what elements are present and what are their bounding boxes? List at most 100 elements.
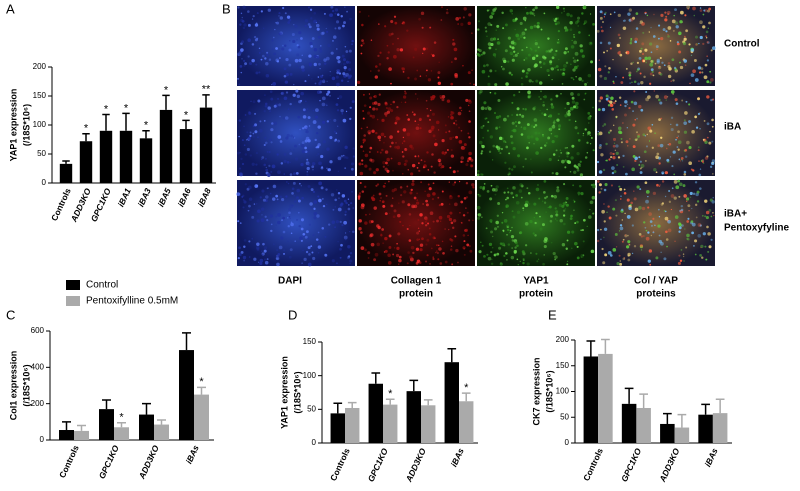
cell-speckle	[645, 199, 649, 204]
cell-speckle	[698, 173, 702, 177]
cell-speckle	[549, 60, 553, 64]
cell-speckle	[300, 218, 305, 222]
bar	[179, 129, 193, 183]
cell-speckle	[633, 101, 638, 106]
cell-speckle	[295, 171, 299, 175]
cell-speckle	[565, 61, 569, 65]
cell-speckle	[543, 12, 546, 15]
cell-speckle	[667, 35, 670, 38]
cell-speckle	[429, 263, 431, 265]
error-bar	[586, 340, 596, 357]
cell-speckle	[271, 122, 274, 125]
cell-speckle	[563, 64, 567, 68]
cell-speckle	[293, 83, 295, 86]
cell-speckle	[644, 181, 648, 185]
cell-speckle	[692, 69, 696, 74]
cell-speckle	[297, 196, 299, 199]
cell-speckle	[291, 32, 295, 37]
error-bar	[102, 399, 111, 410]
cell-speckle	[688, 120, 691, 123]
cell-speckle	[546, 68, 550, 73]
cell-speckle	[540, 146, 543, 150]
cell-speckle	[360, 145, 363, 148]
cell-speckle	[687, 217, 690, 220]
cell-speckle	[378, 192, 382, 196]
cell-speckle	[627, 258, 631, 262]
cell-speckle	[387, 261, 392, 265]
cell-speckle	[699, 224, 702, 227]
cell-speckle	[436, 244, 438, 247]
cell-speckle	[503, 244, 506, 247]
cell-speckle	[437, 258, 440, 261]
cell-speckle	[503, 59, 507, 64]
cell-speckle	[419, 127, 422, 130]
cell-speckle	[632, 145, 636, 149]
cell-speckle	[706, 155, 709, 158]
cell-speckle	[515, 125, 518, 127]
cell-speckle	[571, 39, 573, 42]
cell-speckle	[642, 31, 645, 34]
cell-speckle	[545, 144, 547, 146]
cell-speckle	[709, 198, 713, 202]
cell-speckle	[660, 13, 664, 17]
cell-speckle	[394, 145, 397, 149]
cell-speckle	[418, 230, 420, 232]
cell-speckle	[407, 251, 410, 254]
cell-speckle	[256, 242, 260, 246]
cell-speckle	[450, 115, 454, 120]
cell-speckle	[453, 47, 458, 52]
cell-speckle	[694, 239, 698, 243]
cell-speckle	[581, 12, 584, 15]
cell-speckle	[398, 255, 402, 259]
cell-speckle	[673, 180, 678, 184]
cell-speckle	[520, 184, 524, 188]
cell-speckle	[369, 70, 372, 72]
cell-speckle	[358, 162, 362, 166]
cell-speckle	[428, 187, 432, 191]
cell-speckle	[462, 161, 464, 163]
cell-speckle	[570, 92, 574, 96]
cell-speckle	[521, 114, 525, 118]
cell-speckle	[563, 10, 565, 12]
cell-speckle	[344, 167, 347, 170]
cell-speckle	[452, 226, 455, 230]
cell-speckle	[489, 91, 492, 94]
cell-speckle	[665, 99, 667, 101]
cell-speckle	[468, 99, 471, 103]
cell-speckle	[318, 181, 323, 186]
cell-speckle	[648, 31, 650, 33]
cell-speckle	[533, 118, 538, 122]
cell-speckle	[684, 64, 687, 66]
cell-speckle	[547, 136, 551, 140]
cell-speckle	[533, 24, 537, 28]
cell-speckle	[661, 171, 665, 175]
cell-speckle	[302, 108, 306, 112]
cell-speckle	[487, 82, 491, 86]
bar	[99, 409, 114, 440]
y-tick-label: 50	[37, 149, 46, 158]
cell-speckle	[709, 81, 712, 84]
cell-speckle	[542, 134, 545, 137]
cell-speckle	[237, 6, 240, 9]
cell-speckle	[503, 140, 506, 143]
cell-speckle	[428, 118, 432, 121]
cell-speckle	[414, 93, 417, 95]
cell-speckle	[337, 140, 340, 143]
cell-speckle	[490, 184, 493, 187]
cell-speckle	[347, 80, 349, 83]
cell-speckle	[634, 156, 638, 160]
cell-speckle	[316, 23, 320, 28]
cell-speckle	[378, 139, 381, 142]
cell-speckle	[290, 134, 294, 138]
cell-speckle	[406, 227, 409, 231]
cell-speckle	[421, 222, 424, 225]
cell-speckle	[310, 45, 313, 48]
cell-speckle	[428, 233, 432, 236]
cell-speckle	[494, 188, 498, 192]
cell-speckle	[569, 217, 573, 220]
cell-speckle	[565, 197, 569, 200]
cell-speckle	[527, 95, 531, 99]
cell-speckle	[417, 156, 420, 158]
cell-speckle	[694, 181, 698, 184]
cell-speckle	[655, 256, 659, 260]
